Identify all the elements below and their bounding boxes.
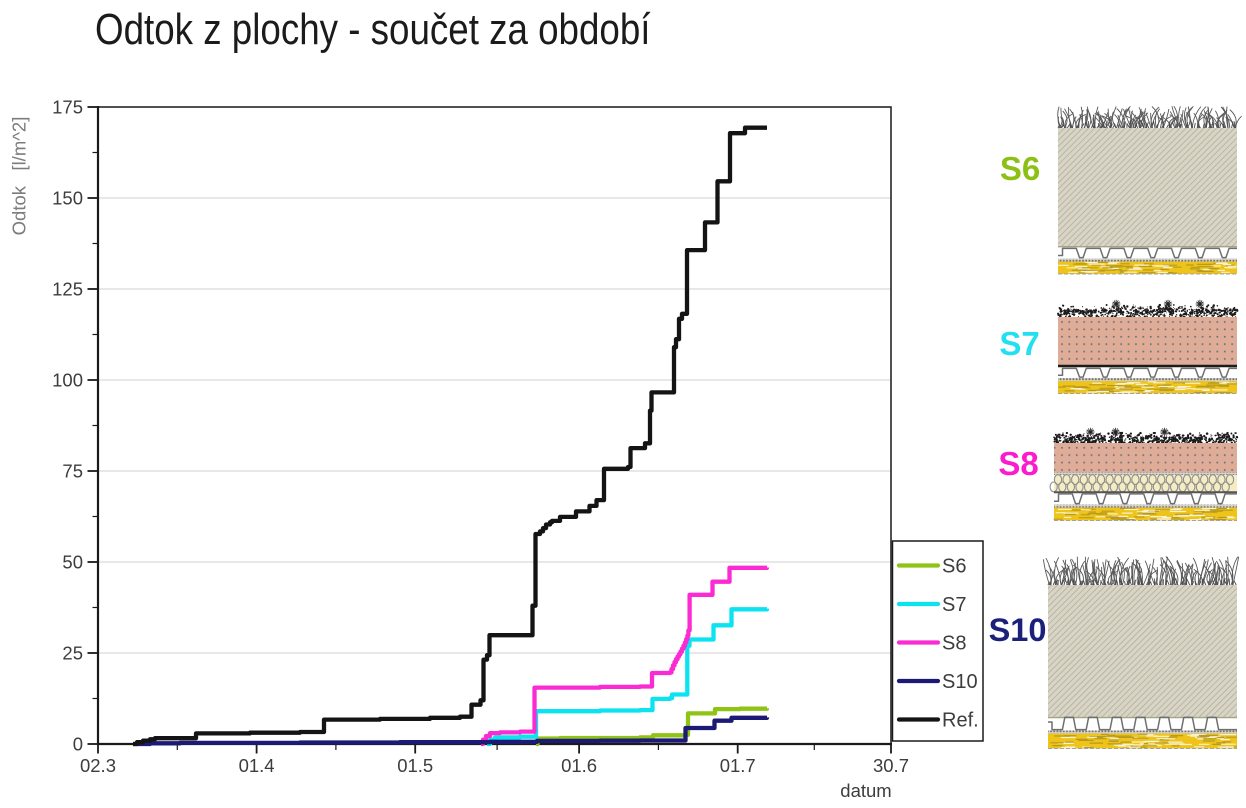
svg-text:50: 50 — [62, 551, 83, 572]
svg-text:75: 75 — [62, 460, 83, 481]
svg-text:S10: S10 — [942, 671, 978, 693]
svg-text:01.6: 01.6 — [561, 755, 597, 776]
svg-text:01.5: 01.5 — [397, 755, 433, 776]
svg-text:S6: S6 — [1000, 150, 1040, 187]
svg-text:0: 0 — [73, 733, 83, 754]
svg-text:100: 100 — [52, 369, 83, 390]
svg-text:175: 175 — [52, 96, 83, 117]
svg-text:125: 125 — [52, 278, 83, 299]
svg-text:150: 150 — [52, 187, 83, 208]
svg-text:30.7: 30.7 — [873, 755, 909, 776]
svg-text:S6: S6 — [942, 556, 966, 578]
svg-text:Ref.: Ref. — [942, 710, 979, 732]
svg-text:Odtok [l/m^2]: Odtok [l/m^2] — [9, 117, 30, 236]
svg-text:datum: datum — [840, 780, 891, 801]
svg-text:S8: S8 — [942, 633, 966, 655]
svg-text:S7: S7 — [999, 325, 1039, 362]
svg-text:01.4: 01.4 — [239, 755, 275, 776]
svg-text:01.7: 01.7 — [720, 755, 756, 776]
svg-text:25: 25 — [62, 642, 83, 663]
svg-text:02.3: 02.3 — [80, 755, 116, 776]
svg-text:S8: S8 — [998, 445, 1038, 482]
svg-text:S7: S7 — [942, 594, 966, 616]
svg-text:S10: S10 — [989, 612, 1047, 648]
